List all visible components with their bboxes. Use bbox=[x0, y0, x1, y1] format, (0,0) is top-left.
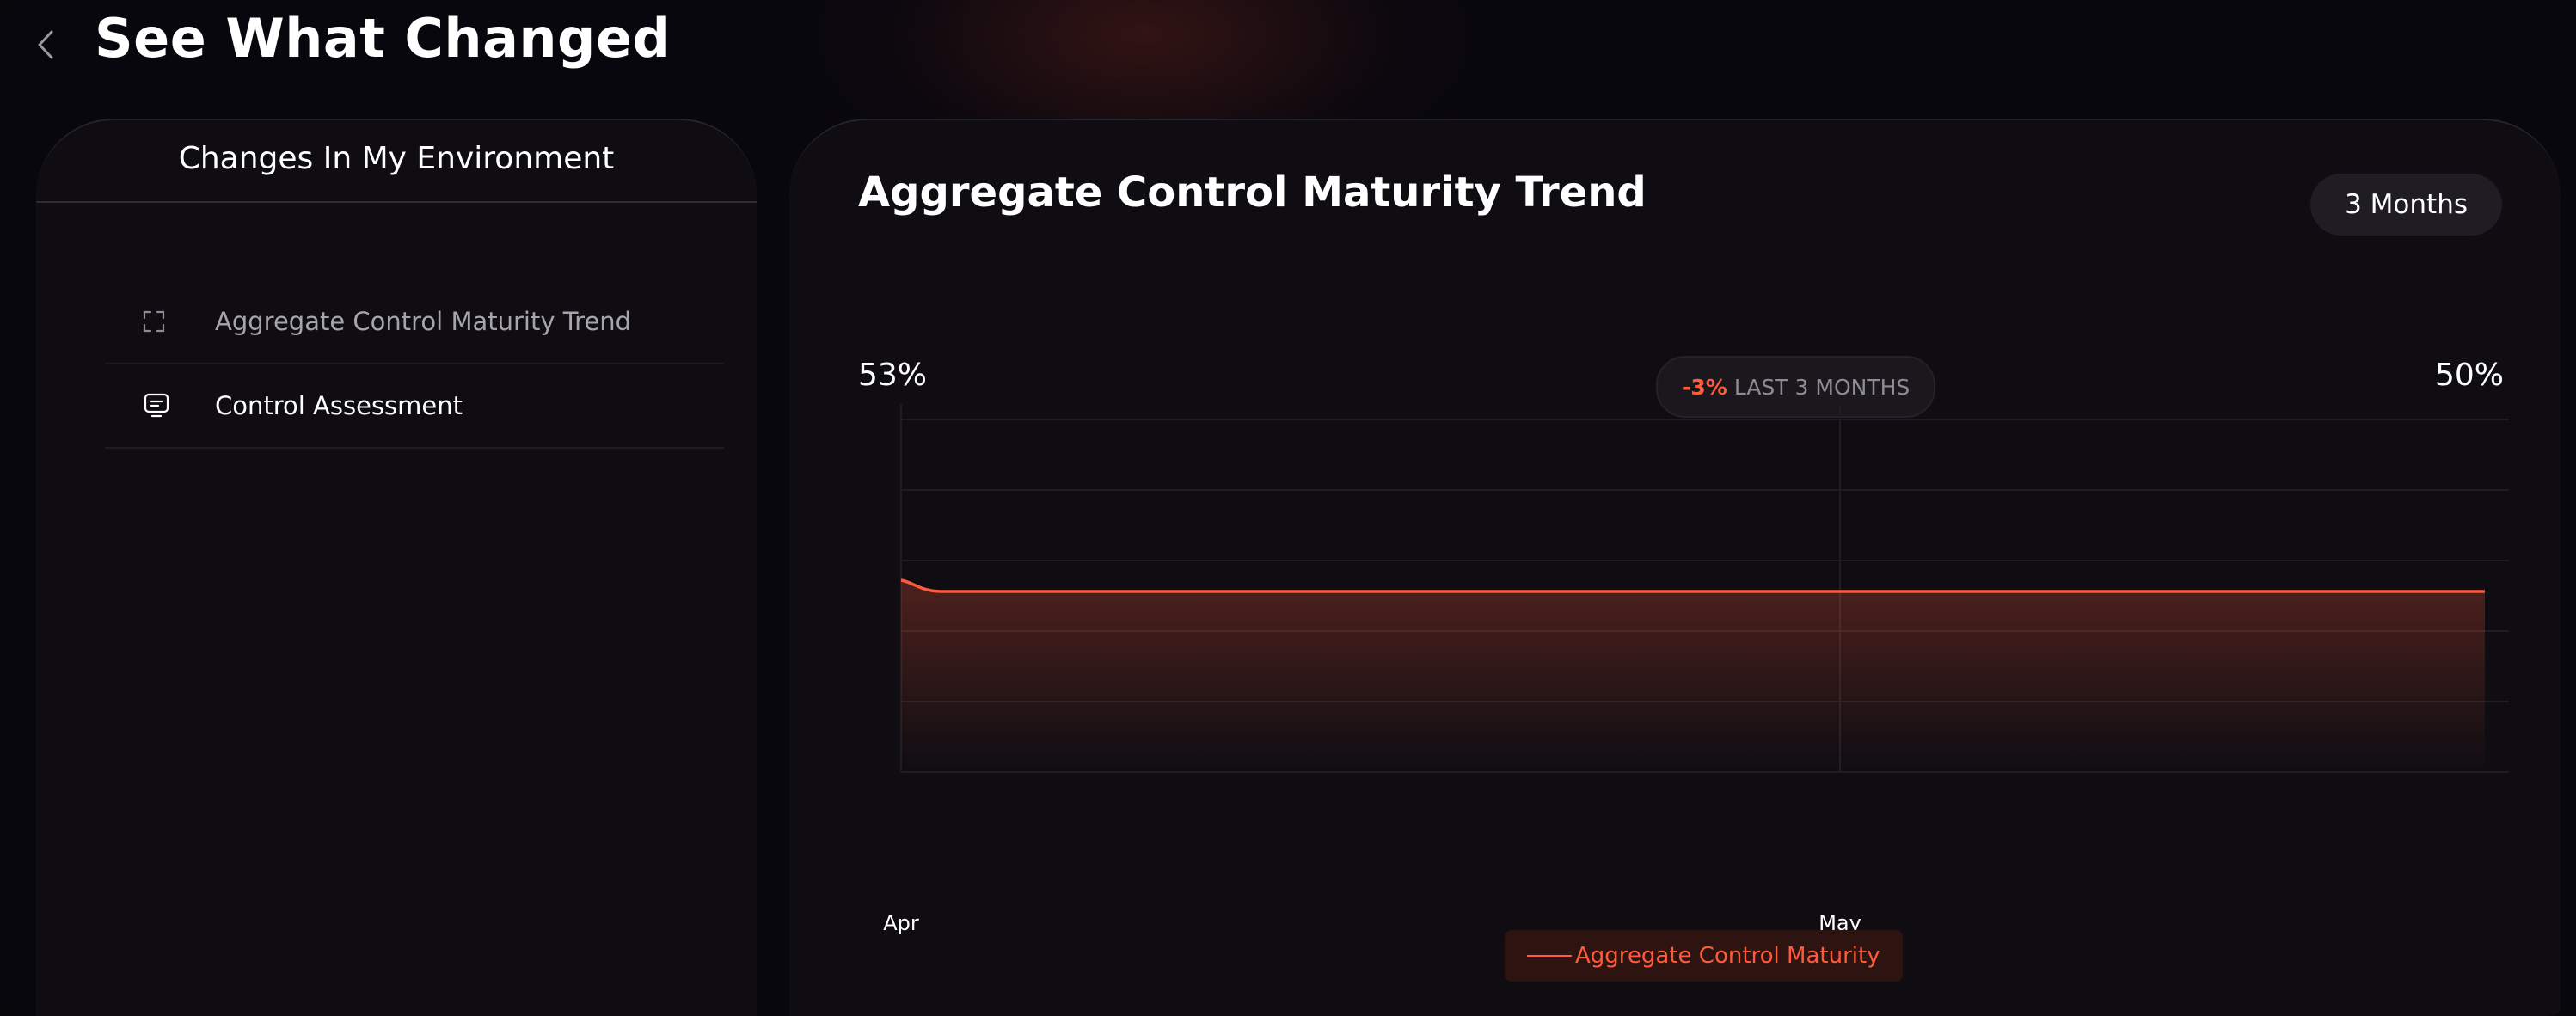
list-item-label: Control Assessment bbox=[215, 391, 463, 420]
start-value: 53% bbox=[858, 358, 928, 393]
chart-legend[interactable]: Aggregate Control Maturity bbox=[1505, 930, 1903, 982]
x-tick-label: Apr bbox=[883, 911, 919, 935]
changes-panel-title: Changes In My Environment bbox=[178, 141, 615, 176]
page-title: See What Changed bbox=[95, 7, 672, 70]
range-select-button[interactable]: 3 Months bbox=[2310, 174, 2502, 236]
end-value: 50% bbox=[2434, 358, 2504, 393]
legend-swatch bbox=[1527, 955, 1572, 957]
assessment-icon bbox=[105, 392, 196, 419]
trend-chart: Apr May bbox=[883, 404, 2509, 935]
series-line bbox=[900, 578, 2485, 593]
legend-label: Aggregate Control Maturity bbox=[1575, 943, 1880, 969]
divider bbox=[36, 201, 757, 203]
changes-list: Aggregate Control Maturity Trend Control… bbox=[105, 280, 724, 449]
chart-series bbox=[900, 578, 2485, 772]
chart-title: Aggregate Control Maturity Trend bbox=[858, 168, 1647, 217]
back-button[interactable] bbox=[24, 21, 67, 69]
list-item-control-assessment[interactable]: Control Assessment bbox=[105, 364, 724, 449]
change-badge: -3% LAST 3 MONTHS bbox=[1656, 356, 1936, 418]
chevron-left-icon bbox=[38, 30, 53, 59]
change-value: -3% bbox=[1682, 374, 1727, 400]
expand-icon bbox=[105, 310, 196, 333]
changes-panel: Changes In My Environment Aggregate Cont… bbox=[36, 119, 757, 1016]
change-label: LAST 3 MONTHS bbox=[1733, 374, 1911, 400]
list-item-aggregate-control-maturity-trend[interactable]: Aggregate Control Maturity Trend bbox=[105, 280, 724, 364]
list-item-label: Aggregate Control Maturity Trend bbox=[215, 307, 632, 336]
chart-panel: Aggregate Control Maturity Trend 3 Month… bbox=[789, 119, 2561, 1016]
series-area bbox=[901, 580, 2485, 772]
